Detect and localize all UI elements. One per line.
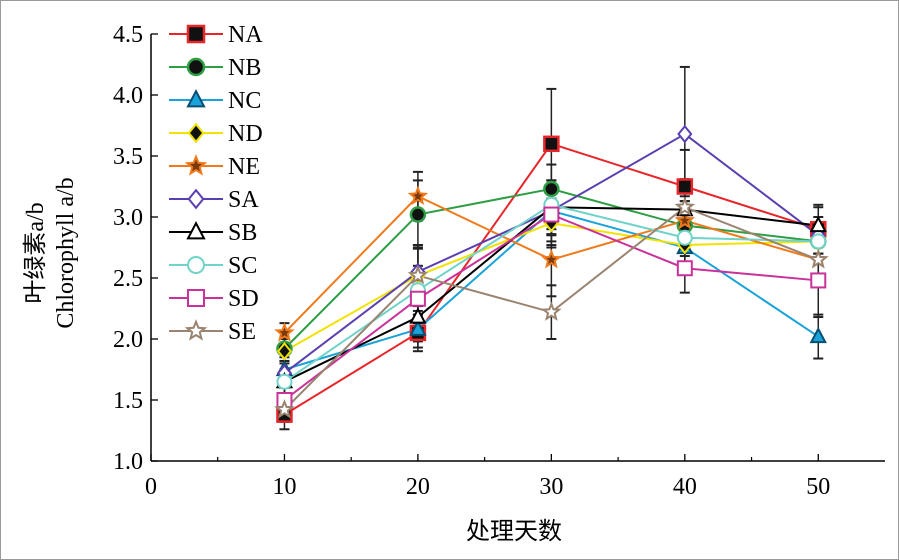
data-point-nd	[276, 341, 293, 361]
legend-marker-sd	[187, 289, 205, 307]
data-point-se	[674, 196, 696, 217]
series-markers	[274, 124, 829, 423]
data-point-sc	[276, 373, 293, 390]
data-point-se	[541, 301, 562, 321]
x-tick-label: 50	[806, 474, 830, 500]
data-point-sc	[676, 229, 693, 246]
data-point-sd	[409, 290, 426, 307]
data-point-se	[808, 248, 829, 269]
legend-marker-nc	[186, 89, 206, 108]
legend-label-se: SE	[228, 319, 256, 345]
legend-marker-sb	[186, 221, 206, 240]
data-point-sd	[810, 272, 827, 289]
x-tick-label: 0	[145, 474, 157, 500]
error-bars	[279, 65, 824, 431]
data-point-sb	[409, 307, 427, 324]
legend-marker-nb	[186, 57, 206, 77]
x-tick-label: 40	[673, 474, 697, 500]
y-axis-label-en: Chlorophyll a/b	[53, 177, 79, 328]
data-point-nc	[809, 326, 827, 344]
legend-label-nc: NC	[228, 88, 261, 114]
legend-label-sc: SC	[228, 253, 257, 279]
legend-label-nb: NB	[228, 55, 261, 81]
data-point-na	[543, 135, 560, 153]
y-tick-label: 4.5	[113, 22, 143, 48]
data-point-nb	[409, 206, 427, 223]
legend-label-na: NA	[228, 22, 263, 48]
y-axis-label-cn: 叶绿素a/b	[22, 202, 49, 303]
legend-marker-nd	[187, 122, 205, 144]
axes: 1.0 1.5 2.0 2.5 3.0 3.5 4.0 4.5 0 10 20 30 40 50	[113, 22, 885, 500]
legend-label-sa: SA	[228, 187, 259, 213]
legend-marker-sc	[187, 256, 205, 274]
x-tick-label: 10	[272, 474, 296, 500]
y-tick-label: 1.0	[113, 449, 143, 475]
legend-marker-ne	[184, 154, 208, 176]
data-point-sd	[543, 206, 560, 223]
y-tick-label: 3.5	[113, 144, 143, 170]
y-tick-label: 1.5	[113, 388, 143, 414]
y-tick-label: 4.0	[113, 83, 143, 109]
data-point-nc	[409, 319, 427, 336]
y-tick-label: 2.5	[113, 266, 143, 292]
data-point-sc	[810, 233, 827, 250]
x-axis-label: 处理天数	[466, 518, 562, 545]
data-point-nb	[543, 180, 560, 198]
x-tick-label: 20	[406, 474, 430, 500]
legend-label-nd: ND	[228, 121, 263, 147]
legend-marker-se	[184, 319, 208, 341]
legend-marker-na	[186, 24, 206, 44]
data-point-ne	[274, 322, 295, 342]
legend: NA NB NC ND NE SA SB SC SD SE	[169, 22, 263, 345]
legend-label-sb: SB	[228, 220, 257, 246]
legend-label-sd: SD	[228, 286, 259, 312]
y-tick-label: 3.0	[113, 205, 143, 231]
legend-label-ne: NE	[228, 154, 260, 180]
data-point-sa	[677, 124, 693, 144]
y-tick-label: 2.0	[113, 327, 143, 353]
data-point-sd	[676, 260, 693, 277]
data-point-ne	[541, 248, 562, 269]
data-point-se	[407, 264, 429, 285]
data-point-se	[274, 398, 295, 419]
data-point-na	[676, 178, 694, 195]
x-tick-label: 30	[539, 474, 563, 500]
data-point-sb	[809, 215, 827, 233]
data-point-ne	[407, 185, 429, 206]
data-point-ne	[674, 209, 696, 230]
legend-marker-sa	[187, 188, 205, 210]
